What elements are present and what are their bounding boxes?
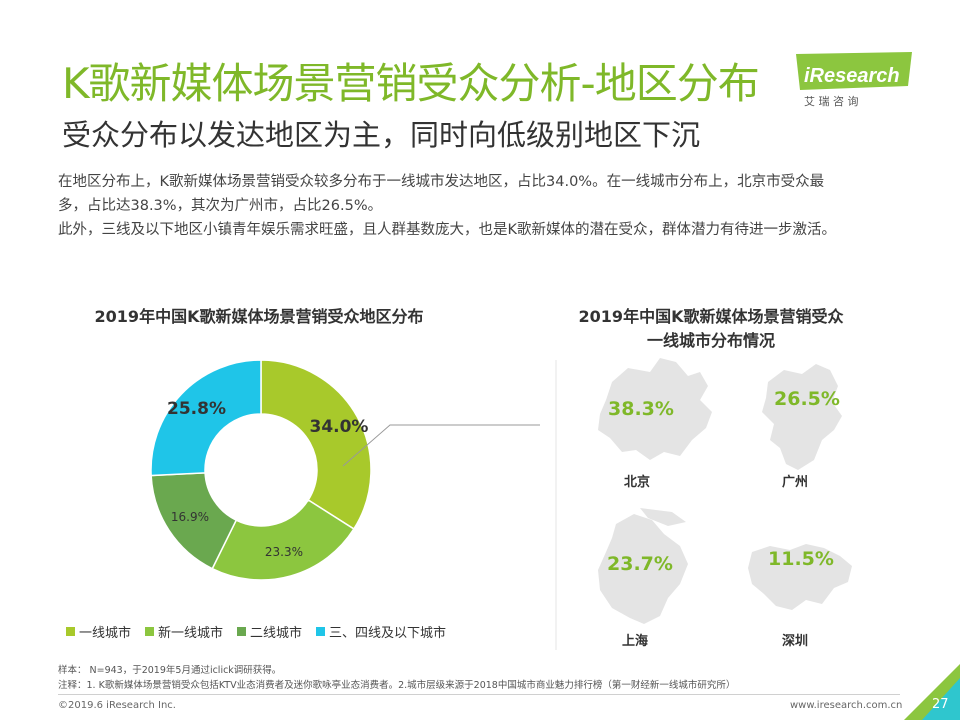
logo-graphic: iResearch 艾 瑞 咨 询 <box>796 52 912 108</box>
legend-label: 二线城市 <box>250 626 303 641</box>
shanghai-label: 上海 <box>622 634 649 649</box>
iresearch-logo: iResearch 艾 瑞 咨 询 <box>790 52 915 112</box>
logo-wordmark: iResearch <box>804 65 900 87</box>
donut-value-label-0: 34.0% <box>309 417 369 438</box>
page-number: 27 <box>932 697 949 712</box>
legend-item-tier1: 一线城市 <box>66 622 131 641</box>
city-chart-title-line-1: 2019年中国K歌新媒体场景营销受众 <box>578 307 844 326</box>
guangzhou-value: 26.5% <box>774 388 840 410</box>
beijing-map-shape <box>598 358 712 460</box>
sample-note: 样本： N=943，于2019年5月通过iclick调研获得。 <box>58 665 282 676</box>
page-title: K歌新媒体场景营销受众分析-地区分布 <box>62 59 760 108</box>
donut-value-label-2: 16.9% <box>170 509 210 524</box>
logo-subtext: 艾 瑞 咨 询 <box>804 94 859 108</box>
beijing-label: 北京 <box>624 475 651 490</box>
legend-item-tier2: 二线城市 <box>237 622 302 641</box>
legend-swatch <box>145 627 155 636</box>
guangzhou-map-shape <box>762 364 842 470</box>
city-chart-title-line-2: 一线城市分布情况 <box>646 331 775 350</box>
legend-swatch <box>237 627 247 636</box>
legend-label: 新一线城市 <box>158 626 224 641</box>
shenzhen-label: 深圳 <box>782 634 809 649</box>
legend-item-new-tier1: 新一线城市 <box>145 622 223 641</box>
shenzhen-value: 11.5% <box>768 548 834 570</box>
donut-chart <box>150 359 372 581</box>
shanghai-value: 23.7% <box>607 553 673 575</box>
legend-label: 三、四线及以下城市 <box>329 626 447 641</box>
donut-value-label-3: 25.8% <box>167 398 226 419</box>
footer-website: www.iresearch.com.cn <box>790 700 903 711</box>
donut-value-label-1: 23.3% <box>264 544 303 559</box>
legend-label: 一线城市 <box>79 626 132 641</box>
page-corner-decoration <box>904 664 960 720</box>
donut-slice-3 <box>150 359 262 477</box>
legend-swatch <box>66 627 75 636</box>
donut-chart-title: 2019年中国K歌新媒体场景营销受众地区分布 <box>94 307 424 326</box>
shanghai-map-shape <box>598 508 688 624</box>
body-text-line-3: 此外，三线及以下地区小镇青年娱乐需求旺盛，且人群基数庞大，也是K歌新媒体的潜在受… <box>58 222 837 238</box>
donut-slice-0 <box>260 359 372 530</box>
body-text-line-1: 在地区分布上，K歌新媒体场景营销受众较多分布于一线城市发达地区，占比34.0%。… <box>58 174 825 190</box>
footer-divider <box>58 694 900 695</box>
body-text-line-2: 多，占比达38.3%，其次为广州市，占比26.5%。 <box>58 198 383 214</box>
footer-copyright: ©2019.6 iResearch Inc. <box>58 700 176 711</box>
legend-item-tier3-4: 三、四线及以下城市 <box>316 622 446 641</box>
donut-slice-1 <box>211 498 355 581</box>
guangzhou-label: 广州 <box>782 475 809 490</box>
page-subtitle: 受众分布以发达地区为主，同时向低级别地区下沉 <box>62 118 701 152</box>
remark-note: 注释：1. K歌新媒体场景营销受众包括KTV业态消费者及迷你歌咏亭业态消费者。2… <box>58 680 736 691</box>
donut-legend: 一线城市 新一线城市 二线城市 三、四线及以下城市 <box>66 622 446 641</box>
shenzhen-map-shape <box>748 544 852 610</box>
connector-line <box>342 424 540 467</box>
beijing-value: 38.3% <box>608 398 674 420</box>
legend-swatch <box>316 627 326 636</box>
